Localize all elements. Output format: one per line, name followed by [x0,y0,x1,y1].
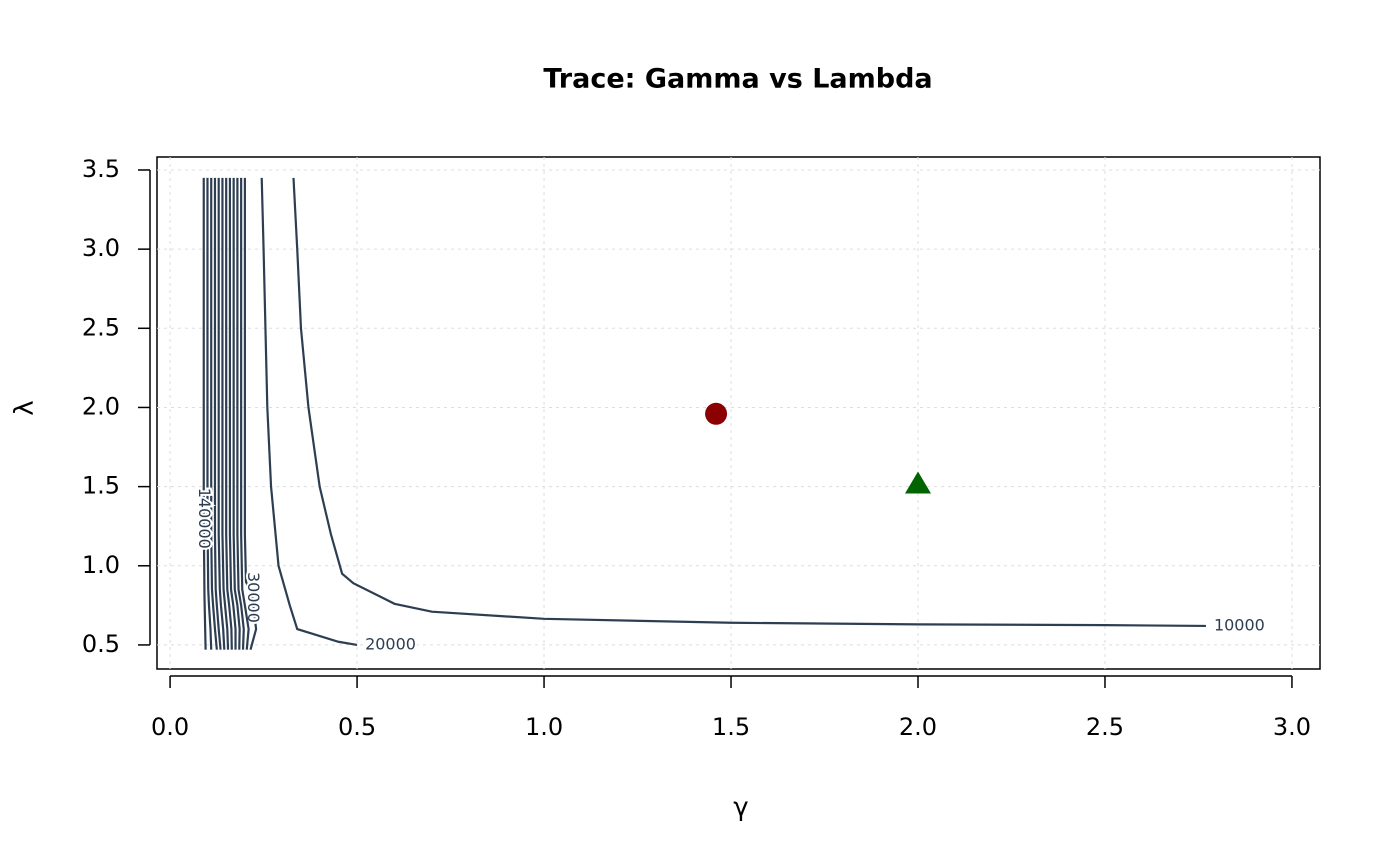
contour-label: 140000 [195,488,214,549]
y-axis-label: λ [10,400,40,415]
contour-label: 20000 [365,634,416,653]
contour-line [228,177,237,650]
plot-frame [156,156,1321,670]
y-tick-label: 1.5 [82,472,120,500]
contour-line [260,177,358,647]
contour-label: 10000 [1214,615,1265,634]
y-tick-label: 2.0 [82,392,120,420]
x-tick-label: 0.0 [151,713,189,741]
contour-line [236,177,245,650]
contour-line [292,177,1206,628]
x-tick-label: 2.5 [1086,713,1124,741]
y-tick-label: 3.0 [82,234,120,262]
y-tick-label: 3.5 [82,155,120,183]
x-tick-label: 3.0 [1273,713,1311,741]
chart-title: Trace: Gamma vs Lambda [543,64,932,95]
contour-line [206,177,213,650]
contour-line [217,177,226,650]
y-tick-label: 2.5 [82,313,120,341]
x-tick-label: 1.0 [525,713,563,741]
contour-line [225,177,233,650]
contour-line [221,177,230,650]
contour-line [213,177,222,650]
x-tick-label: 0.5 [338,713,376,741]
contour-line [202,177,207,650]
x-tick-label: 1.5 [712,713,750,741]
contour-line [232,177,241,650]
x-tick-label: 2.0 [899,713,937,741]
contour-line [240,177,250,650]
y-tick-label: 1.0 [82,551,120,579]
contour-line [210,177,218,650]
y-tick-label: 0.5 [82,630,120,658]
point [705,402,728,425]
x-axis-label: γ [733,793,748,823]
contour-line [243,177,258,650]
point [904,471,931,494]
contour-label: 30000 [244,572,263,623]
